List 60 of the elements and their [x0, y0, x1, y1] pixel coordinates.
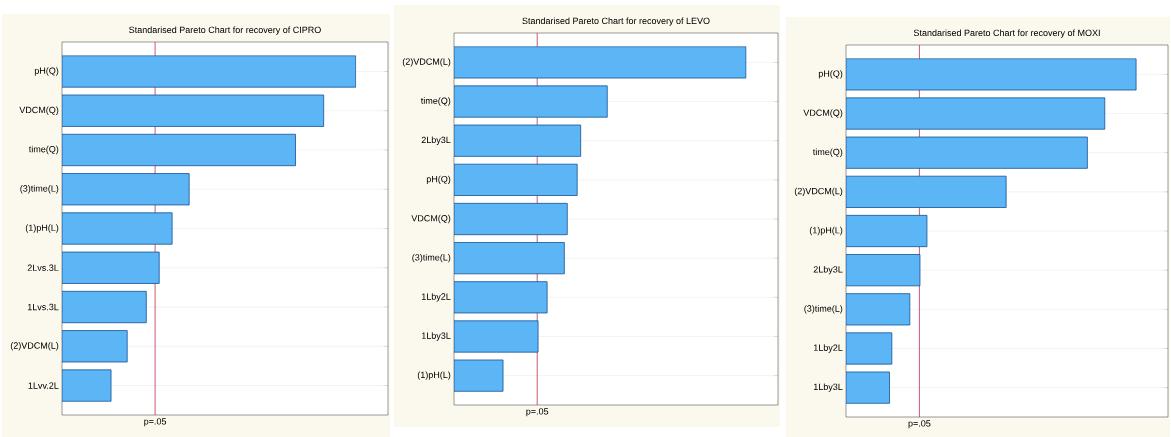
bar	[62, 94, 325, 127]
y-tick-label: pH(Q)	[818, 70, 843, 79]
y-tick-label: pH(Q)	[34, 67, 59, 76]
y-tick-label: time(Q)	[812, 148, 843, 157]
y-tick-label: (2)VDCM(L)	[402, 58, 451, 67]
y-tick-label: 2Lvs.3L	[27, 264, 59, 271]
bar	[846, 371, 890, 404]
chart-title: Standarised Pareto Chart for recovery of MOXI	[913, 29, 1100, 38]
y-tick-label: (3)time(L)	[412, 253, 451, 263]
bar	[62, 251, 160, 284]
bar	[454, 281, 548, 314]
bar	[62, 330, 128, 363]
y-tick-label: 1Lby3L	[421, 332, 451, 341]
y-tick-label: (1)pH(L)	[417, 371, 451, 380]
ref-line-label: p=.05	[526, 408, 549, 417]
chart-title: Standarised Pareto Chart for recovery of CIPRO	[129, 26, 321, 35]
y-tick-label: (3)time(L)	[804, 305, 843, 314]
y-tick-label: (2)VDCM(L)	[794, 187, 843, 197]
bar	[454, 320, 539, 353]
y-tick-label: 1Lvs.3L	[27, 303, 59, 311]
bar	[846, 254, 921, 287]
bar	[846, 58, 1137, 91]
bar	[62, 173, 190, 206]
y-tick-label: 2Lby3L	[813, 265, 843, 275]
y-tick-label: time(Q)	[28, 145, 59, 155]
bar	[454, 46, 747, 79]
y-tick-label: VDCM(Q)	[411, 214, 451, 224]
chart-title: Standarised Pareto Chart for recovery of LEVO	[522, 17, 710, 26]
bar	[454, 202, 568, 236]
ref-line-label: p=.05	[144, 418, 167, 427]
y-tick-label: time(Q)	[420, 97, 451, 106]
bar	[846, 214, 928, 248]
y-tick-label: (3)time(L)	[20, 185, 59, 194]
bar	[846, 97, 1106, 130]
bar	[846, 332, 893, 365]
bar	[454, 163, 578, 196]
y-tick-label: 1Lby3L	[813, 383, 843, 392]
bar	[62, 212, 173, 245]
bar	[846, 293, 911, 326]
bar	[62, 290, 147, 324]
y-tick-label: (1)pH(L)	[809, 226, 843, 236]
y-tick-label: VDCM(Q)	[803, 109, 843, 118]
y-tick-label: (1)pH(L)	[25, 224, 59, 233]
bar	[62, 133, 296, 167]
bar	[454, 124, 582, 157]
y-tick-label: VDCM(Q)	[19, 106, 59, 115]
bar	[846, 175, 1007, 208]
bar	[454, 359, 504, 392]
bar	[62, 55, 357, 88]
y-tick-label: 2Lby3L	[421, 136, 451, 145]
bar	[454, 85, 608, 118]
y-tick-label: (2)VDCM(L)	[10, 342, 59, 351]
bar	[846, 136, 1088, 169]
bar	[454, 242, 565, 275]
ref-line-label: p=.05	[908, 420, 931, 429]
y-tick-label: 1Lby2L	[421, 293, 451, 302]
bar	[62, 369, 112, 402]
y-tick-label: pH(Q)	[426, 175, 451, 185]
y-tick-label: 1Lby2L	[813, 344, 843, 353]
y-tick-label: 1Lvv.2L	[28, 382, 59, 389]
